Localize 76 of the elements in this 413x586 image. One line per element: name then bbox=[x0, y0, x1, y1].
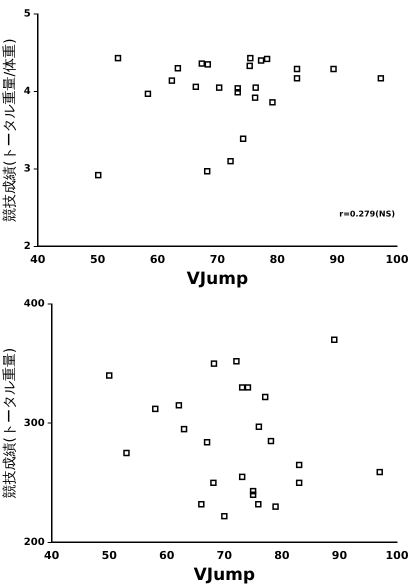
point bbox=[238, 474, 246, 480]
point bbox=[123, 450, 130, 456]
point bbox=[204, 61, 212, 68]
x-tick-label: 50 bbox=[90, 252, 106, 266]
x-tick-label: 80 bbox=[274, 548, 290, 562]
point bbox=[330, 66, 337, 72]
point bbox=[296, 462, 302, 468]
point bbox=[168, 77, 176, 84]
point bbox=[378, 75, 384, 82]
point bbox=[296, 480, 302, 486]
y-tick-label: 200 bbox=[24, 536, 45, 548]
point bbox=[294, 66, 300, 72]
point bbox=[262, 394, 268, 400]
point bbox=[174, 65, 182, 72]
point bbox=[247, 54, 254, 62]
point bbox=[233, 358, 240, 364]
point bbox=[331, 336, 338, 343]
point bbox=[268, 438, 274, 444]
point bbox=[204, 439, 210, 446]
point bbox=[210, 480, 217, 486]
point bbox=[246, 62, 253, 70]
point bbox=[176, 402, 182, 409]
x-tick-label: 100 bbox=[386, 252, 409, 266]
point bbox=[238, 384, 246, 391]
point bbox=[216, 84, 222, 91]
y-axis-title: 競技成績(トータル重量/体重) bbox=[2, 38, 18, 222]
annotation: r=0.279(NS) bbox=[339, 209, 395, 218]
point bbox=[250, 491, 256, 498]
y-tick-label: 4 bbox=[24, 86, 31, 98]
point bbox=[227, 158, 234, 164]
point bbox=[240, 135, 246, 142]
point bbox=[152, 406, 158, 412]
x-tick-label: 80 bbox=[270, 252, 286, 266]
x-tick-label: 90 bbox=[329, 252, 346, 266]
point bbox=[252, 84, 259, 91]
point bbox=[198, 501, 205, 508]
x-tick-label: 60 bbox=[159, 548, 175, 562]
point bbox=[192, 84, 200, 90]
point bbox=[255, 501, 262, 508]
point bbox=[234, 85, 241, 92]
point bbox=[294, 75, 300, 82]
point bbox=[272, 503, 279, 510]
y-axis-title: 競技成績(トータル重量) bbox=[2, 348, 18, 499]
point bbox=[198, 60, 206, 67]
x-tick-label: 70 bbox=[216, 548, 232, 562]
y-tick-label: 2 bbox=[24, 240, 31, 252]
x-tick-label: 60 bbox=[150, 252, 166, 266]
x-axis-title: VJump bbox=[194, 565, 256, 586]
point bbox=[244, 384, 252, 391]
point bbox=[256, 424, 262, 430]
x-tick-label: 40 bbox=[44, 548, 60, 562]
point bbox=[210, 360, 218, 367]
point bbox=[114, 54, 122, 62]
point bbox=[204, 168, 210, 174]
point bbox=[252, 94, 258, 101]
point bbox=[221, 512, 228, 520]
point bbox=[258, 57, 264, 64]
point bbox=[106, 372, 112, 379]
y-tick-label: 300 bbox=[24, 418, 45, 429]
x-tick-label: 50 bbox=[102, 548, 118, 562]
x-tick-label: 40 bbox=[30, 252, 46, 266]
x-axis-title: VJump bbox=[186, 269, 248, 290]
point bbox=[234, 89, 241, 96]
point bbox=[264, 56, 270, 62]
point bbox=[144, 90, 152, 98]
y-tick-label: 400 bbox=[24, 298, 45, 310]
x-tick-label: 90 bbox=[332, 548, 348, 562]
point bbox=[269, 99, 276, 106]
point bbox=[376, 468, 383, 476]
x-tick-label: 70 bbox=[210, 252, 226, 266]
point bbox=[95, 172, 102, 178]
point bbox=[180, 426, 188, 432]
x-tick-label: 100 bbox=[386, 548, 409, 562]
y-tick-label: 5 bbox=[24, 8, 31, 20]
point bbox=[250, 488, 256, 494]
y-tick-label: 3 bbox=[24, 164, 31, 175]
